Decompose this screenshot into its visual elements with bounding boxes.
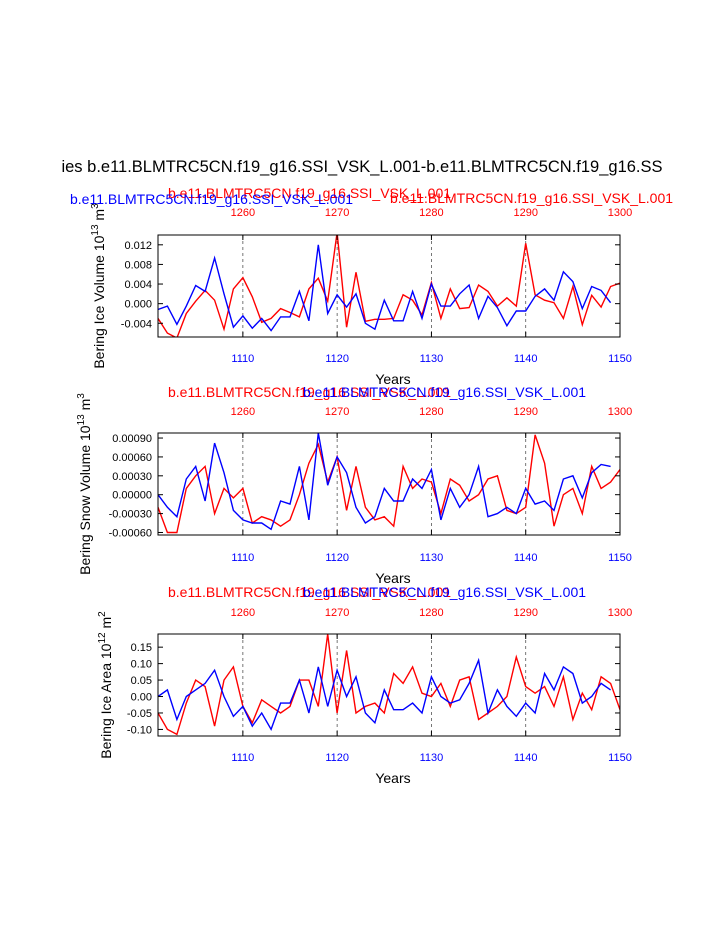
xtick-bottom-label: 1130 — [420, 552, 444, 564]
xtick-bottom-label: 1120 — [325, 353, 349, 365]
title-blue: b.e11.BLMTRC5CN.f19_g16.SSI_VSK_L.001 — [303, 384, 586, 400]
page-title: ies b.e11.BLMTRC5CN.f19_g16.SSI_VSK_L.00… — [61, 158, 662, 176]
panel-snow-volume: b.e11.BLMTRC5CN.f19_g16.SSI_VSK_L.001b.e… — [76, 384, 632, 586]
ytick-label: 0.05 — [131, 675, 152, 687]
xtick-top-label: 1300 — [608, 607, 632, 619]
xtick-top-label: 1260 — [231, 207, 255, 219]
ytick-label: 0.00 — [131, 692, 152, 704]
xtick-bottom-label: 1130 — [420, 752, 444, 764]
xtick-top-label: 1300 — [608, 406, 632, 418]
xtick-top-label: 1270 — [325, 207, 349, 219]
ytick-label: -0.00030 — [109, 509, 152, 521]
title-blue: b.e11.BLMTRC5CN.f19_g16.SSI_VSK_L.001 — [303, 584, 586, 600]
ytick-label: 0.00060 — [112, 452, 152, 464]
ytick-label: 0.00090 — [112, 433, 152, 445]
xtick-bottom-label: 1150 — [608, 752, 632, 764]
xtick-bottom-label: 1140 — [514, 552, 538, 564]
header-blue-line: b.e11.BLMTRC5CN.f19_g16.SSI_VSK_L.001 — [70, 191, 353, 207]
yaxis-label: Bering Ice Area 1012 m2 — [97, 611, 114, 759]
xtick-top-label: 1290 — [513, 406, 537, 418]
xtick-bottom-label: 1150 — [608, 552, 632, 564]
xaxis-label: Years — [375, 770, 410, 786]
series-red-line — [158, 235, 620, 337]
ytick-label: 0.10 — [131, 659, 152, 671]
header-red-line: b.e11.BLMTRC5CN.f19_g16.SSI_VSK_L.001 — [168, 185, 451, 201]
ytick-label: -0.00060 — [109, 527, 152, 539]
xtick-top-label: 1260 — [231, 607, 255, 619]
ytick-label: -0.004 — [121, 318, 152, 330]
ytick-label: 0.15 — [131, 642, 152, 654]
series-blue-line — [158, 433, 611, 531]
xtick-bottom-label: 1130 — [420, 353, 444, 365]
series-blue-line — [158, 657, 611, 732]
ytick-label: -0.10 — [127, 724, 152, 736]
ytick-label: 0.004 — [124, 279, 152, 291]
panel-ice-volume: -0.004 0.000 0.004 0.008 0.012 1260 1270 1280 12… — [90, 203, 632, 387]
xtick-top-label: 1280 — [419, 607, 443, 619]
plot-frame — [157, 234, 621, 338]
xtick-top-label: 1300 — [608, 207, 632, 219]
xtick-bottom-label: 1120 — [325, 752, 349, 764]
xaxis-label: Years — [375, 371, 410, 387]
ytick-label: 0.00030 — [112, 471, 152, 483]
series-red-line — [158, 634, 620, 736]
xtick-top-label: 1290 — [513, 207, 537, 219]
series-red-line — [158, 434, 620, 534]
title-red: b.e11.BLMTRC5CN.f19_g16.SSI_VSK_L.001 — [168, 584, 451, 600]
xtick-top-label: 1270 — [325, 406, 349, 418]
xtick-bottom-label: 1150 — [608, 353, 632, 365]
title-red: b.e11.BLMTRC5CN.f19_g16.SSI_VSK_L.001 — [168, 384, 451, 400]
ytick-label: 0.012 — [124, 240, 152, 252]
xtick-bottom-label: 1120 — [325, 552, 349, 564]
xtick-bottom-label: 1140 — [514, 752, 538, 764]
xtick-bottom-label: 1110 — [231, 752, 254, 764]
xtick-top-label: 1270 — [325, 607, 349, 619]
ytick-label: 0.008 — [124, 259, 152, 271]
plot-frame — [157, 432, 621, 536]
series-blue-line — [158, 244, 612, 332]
header-red-right: b.e11.BLMTRC5CN.f19_g16.SSI_VSK_L.001 — [390, 190, 673, 206]
xtick-top-label: 1280 — [419, 207, 443, 219]
xtick-bottom-label: 1110 — [231, 552, 254, 564]
yaxis-label: Bering Snow Volume 1013 m3 — [76, 393, 93, 575]
plot-frame — [157, 633, 621, 737]
ytick-label: 0.00000 — [112, 490, 152, 502]
xtick-bottom-label: 1110 — [231, 353, 254, 365]
xtick-top-label: 1290 — [513, 607, 537, 619]
yaxis-label: Bering Ice Volume 1013 m3 — [90, 203, 107, 369]
xtick-top-label: 1260 — [231, 406, 255, 418]
xtick-top-label: 1280 — [419, 406, 443, 418]
ytick-label: 0.000 — [124, 299, 152, 311]
xaxis-label: Years — [375, 570, 410, 586]
xtick-bottom-label: 1140 — [514, 353, 538, 365]
ytick-label: -0.05 — [127, 708, 152, 720]
panel-ice-area: b.e11.BLMTRC5CN.f19_g16.SSI_VSK_L.001b.e… — [97, 584, 632, 786]
